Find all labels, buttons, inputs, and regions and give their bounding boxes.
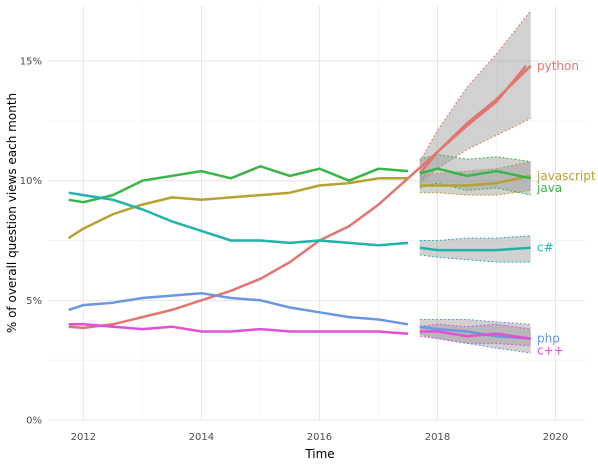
forecast-lower-bound bbox=[419, 254, 531, 263]
forecast-upper-bound bbox=[419, 323, 531, 330]
series-label: java bbox=[536, 181, 562, 195]
y-tick-label: 5% bbox=[26, 296, 42, 307]
forecast-lower-bound bbox=[419, 335, 531, 347]
forecast-line bbox=[419, 174, 531, 187]
series-line bbox=[68, 177, 408, 240]
grid bbox=[48, 6, 585, 421]
forecast-line bbox=[419, 330, 531, 340]
y-axis-title: % of overall question views each month bbox=[5, 93, 19, 333]
x-tick-label: 2020 bbox=[543, 432, 568, 443]
forecast-upper-bound bbox=[419, 319, 531, 325]
forecast-lower-bound bbox=[419, 333, 531, 354]
series-label: php bbox=[537, 332, 560, 346]
series-label: c# bbox=[537, 241, 554, 255]
series-line bbox=[68, 191, 409, 247]
forecast-line bbox=[419, 246, 531, 252]
forecast-upper-bound bbox=[419, 235, 531, 241]
forecast-line bbox=[419, 167, 531, 180]
x-tick-label: 2012 bbox=[71, 432, 96, 443]
series-line bbox=[68, 165, 409, 204]
x-axis-title: Time bbox=[304, 447, 334, 461]
series-line bbox=[68, 323, 409, 336]
forecast-line bbox=[418, 64, 532, 175]
series-label: javascript bbox=[536, 169, 596, 183]
series-label: python bbox=[537, 59, 579, 73]
x-tick-label: 2018 bbox=[425, 432, 450, 443]
y-tick-label: 0% bbox=[26, 416, 42, 427]
x-axis-ticks: 2012 2014 2016 2018 2020 bbox=[71, 432, 569, 443]
forecast-upper-bound bbox=[419, 161, 531, 177]
x-tick-label: 2014 bbox=[189, 432, 214, 443]
series-line bbox=[68, 291, 409, 326]
forecast-lower-bound bbox=[419, 189, 531, 196]
series-label: c++ bbox=[537, 344, 564, 358]
x-tick-label: 2016 bbox=[307, 432, 332, 443]
y-tick-label: 10% bbox=[20, 176, 42, 187]
forecast-lower-bound bbox=[419, 118, 531, 184]
series-lines bbox=[68, 64, 532, 340]
y-axis-ticks: 0% 5% 10% 15% bbox=[20, 57, 42, 427]
forecast-line bbox=[419, 325, 531, 340]
plot-panel bbox=[48, 6, 585, 420]
forecast-band bbox=[419, 10, 531, 184]
y-tick-label: 15% bbox=[20, 57, 42, 68]
